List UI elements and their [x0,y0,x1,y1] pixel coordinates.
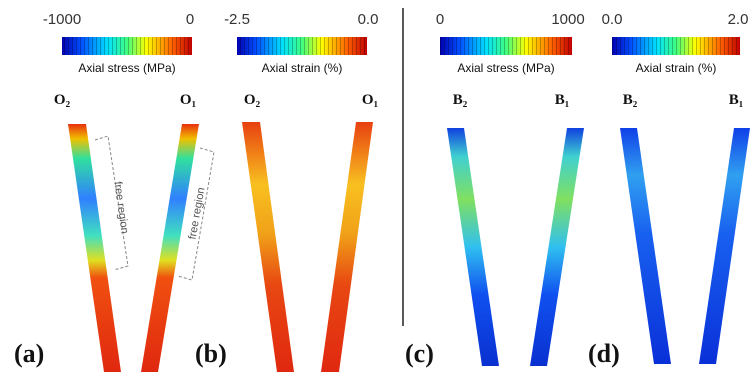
colorbar-c: 0 1000 Axial stress (MPa) [436,11,585,75]
colorbar-title: Axial strain (%) [636,61,717,75]
colorbar-title: Axial stress (MPa) [78,61,175,75]
strut-label: B₂ [623,92,638,108]
panel-label: (b) [195,339,227,368]
colorbar-max: 2.0 [728,11,749,28]
strut-label: O₂ [244,92,261,108]
colorbar-max: 0.0 [358,11,379,28]
panel-label: (d) [588,339,620,368]
annotation: free region [187,187,208,241]
strut-label: B₂ [453,92,468,108]
colorbar-max: 0 [186,11,194,28]
strut-label: B₁ [729,92,744,108]
annotation: free region [111,181,130,235]
struts [68,122,750,372]
strut-label: B₁ [555,92,570,108]
colorbar-min: 0 [436,11,444,28]
panel-label: (c) [405,339,434,368]
strut-label: O₂ [54,92,71,108]
strut-label: O₁ [362,92,378,108]
colorbar-min: 0.0 [602,11,623,28]
figure: -1000 0 Axial stress (MPa) -2.5 0.0 Axia… [0,0,754,376]
strut-label: O₁ [180,92,196,108]
colorbar-max: 1000 [551,11,584,28]
colorbar-min: -1000 [43,11,81,28]
colorbar-d: 0.0 2.0 Axial strain (%) [602,11,749,75]
panel-label: (a) [14,339,44,368]
colorbar-title: Axial strain (%) [262,61,343,75]
colorbar-b: -2.5 0.0 Axial strain (%) [224,11,378,75]
colorbar-title: Axial stress (MPa) [457,61,554,75]
colorbar-a: -1000 0 Axial stress (MPa) [43,11,194,75]
colorbar-min: -2.5 [224,11,250,28]
